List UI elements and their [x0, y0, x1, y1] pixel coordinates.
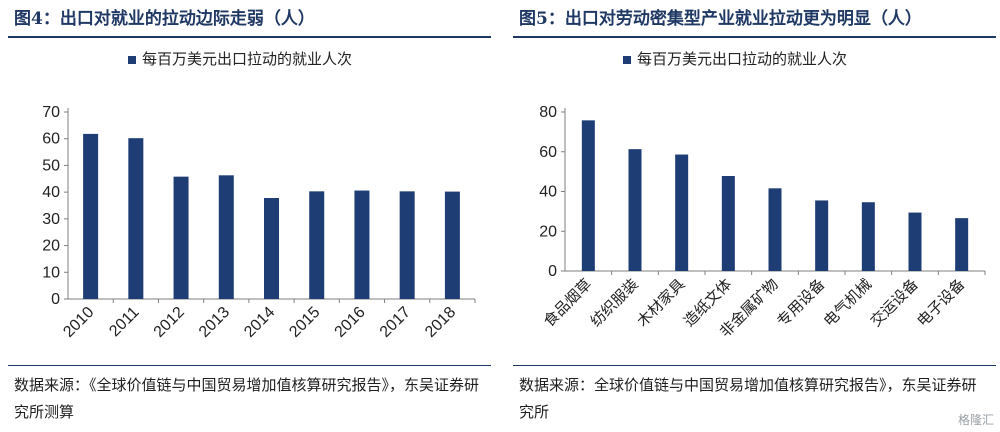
figure-4-panel: 图4：出口对就业的拉动边际走弱（人） 每百万美元出口拉动的就业人次 0 10 20 30… [0, 0, 495, 432]
figure-5-panel: 图5：出口对劳动密集型产业就业拉动更为明显（人） 每百万美元出口拉动的就业人次 0… [505, 0, 1000, 432]
bar [908, 212, 922, 271]
bar [955, 218, 969, 271]
x-tick-label: 2010 [60, 304, 97, 341]
bar [173, 176, 189, 299]
figure-4-top-rule [8, 36, 491, 38]
x-tick-label: 2015 [286, 304, 323, 341]
figure-5-chart: 每百万美元出口拉动的就业人次020406080食品烟草纺织服装木材家具造纸文体非… [539, 50, 986, 341]
x-tick-label: 交运设备 [867, 275, 922, 330]
x-tick-label: 纺织服装 [587, 275, 642, 330]
figure-4-title: 图4：出口对就业的拉动边际走弱（人） [14, 9, 315, 29]
bar [128, 138, 144, 299]
bar [815, 200, 829, 271]
bar [354, 190, 370, 299]
legend: 每百万美元出口拉动的就业人次 [623, 50, 847, 68]
legend-swatch [128, 56, 136, 64]
y-tick-label: 20 [42, 238, 60, 255]
legend-swatch [623, 56, 631, 64]
y-tick-label: 40 [539, 184, 557, 201]
y-tick-label: 10 [42, 264, 60, 281]
y-tick-label: 70 [42, 104, 60, 121]
bar [309, 191, 325, 299]
x-tick-label: 2012 [151, 304, 188, 341]
x-tick-label: 电气机械 [820, 275, 875, 330]
y-tick-label: 80 [539, 104, 557, 121]
bar [861, 202, 875, 271]
figure-5-title: 图5：出口对劳动密集型产业就业拉动更为明显（人） [519, 9, 922, 29]
bar [768, 188, 782, 271]
bar [218, 175, 234, 299]
figure-4-source: 数据来源：《全球价值链与中国贸易增加值核算研究报告》，东吴证券研究所测算 [14, 376, 480, 421]
bar [83, 133, 99, 299]
x-tick-label: 电子设备 [913, 275, 968, 330]
figure-5-source: 数据来源：全球价值链与中国贸易增加值核算研究报告》，东吴证券研究所 [519, 376, 977, 421]
figure-5-top-rule [513, 36, 996, 38]
x-tick-label: 专用设备 [773, 275, 828, 330]
x-tick-label: 2016 [332, 304, 369, 341]
watermark-logo: 格隆汇 [957, 413, 994, 427]
x-tick-label: 2018 [422, 304, 459, 341]
x-tick-label: 木材家具 [633, 275, 688, 330]
x-tick-label: 2017 [377, 304, 414, 341]
bar [264, 198, 279, 299]
bar [581, 120, 595, 271]
figure-4-bottom-rule [8, 365, 491, 366]
y-tick-label: 0 [51, 291, 60, 308]
bar [675, 154, 689, 271]
y-tick-label: 30 [42, 211, 60, 228]
figure-5-bottom-rule [513, 365, 996, 366]
bar [444, 191, 460, 299]
y-tick-label: 60 [42, 131, 60, 148]
bar [721, 175, 735, 271]
legend: 每百万美元出口拉动的就业人次 [128, 50, 352, 68]
y-tick-label: 60 [539, 144, 557, 161]
y-tick-label: 40 [42, 184, 60, 201]
y-tick-label: 0 [548, 263, 557, 280]
x-tick-label: 2011 [106, 304, 142, 340]
x-tick-label: 2013 [196, 304, 233, 341]
x-tick-label: 食品烟草 [540, 275, 595, 330]
bar [628, 149, 642, 271]
x-tick-label: 2014 [241, 304, 278, 341]
y-tick-label: 50 [42, 157, 60, 174]
bar [399, 191, 415, 299]
legend-label: 每百万美元出口拉动的就业人次 [142, 50, 352, 68]
legend-label: 每百万美元出口拉动的就业人次 [637, 50, 847, 68]
y-tick-label: 20 [539, 223, 557, 240]
